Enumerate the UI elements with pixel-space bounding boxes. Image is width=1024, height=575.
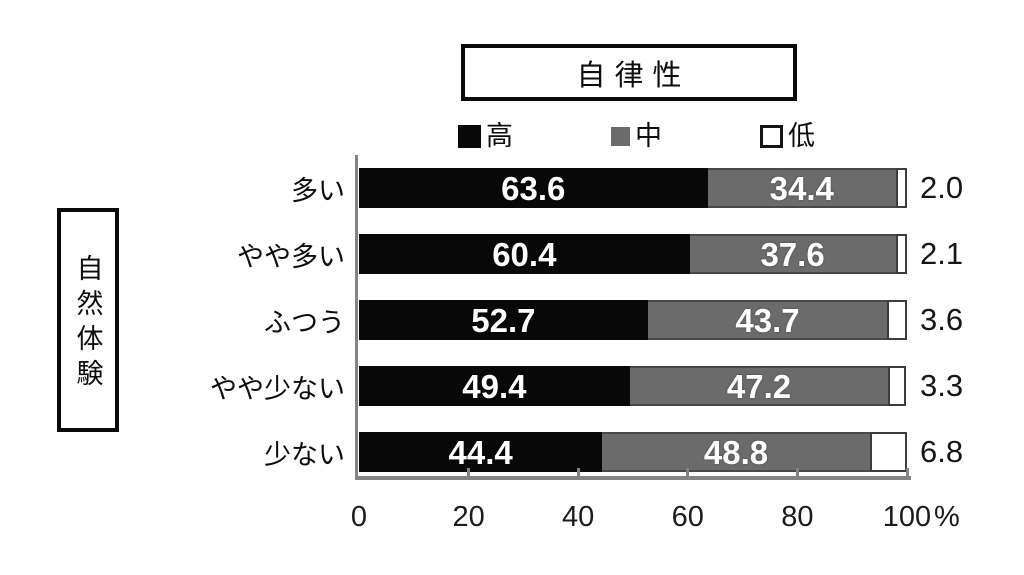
legend-label-low: 低 (788, 120, 815, 151)
x-tick (576, 468, 580, 476)
segment-value-label: 63.6 (501, 169, 566, 207)
legend-item-mid: 中 (611, 120, 662, 151)
x-tick (905, 468, 909, 476)
bar-row: 49.4 47.2 (359, 366, 907, 406)
row-group-box: 自然体験 (57, 208, 119, 432)
x-tick-label: 20 (452, 501, 485, 533)
segment-mid: 37.6 (689, 234, 896, 274)
segment-value-label: 60.4 (492, 235, 557, 273)
legend-label-high: 高 (486, 120, 513, 151)
segment-high: 60.4 (359, 234, 690, 274)
segment-low (887, 300, 907, 340)
legend-swatch-mid-icon (611, 126, 630, 146)
category-label: 多い (291, 175, 345, 206)
low-value-label: 3.6 (920, 302, 964, 337)
segment-mid: 48.8 (602, 432, 870, 472)
segment-value-label: 47.2 (726, 367, 792, 405)
x-tick (686, 468, 690, 476)
category-label: やや少ない (210, 373, 345, 404)
segment-high: 44.4 (359, 432, 603, 472)
x-axis-unit-label: % (934, 501, 960, 533)
x-tick-label: 100 (882, 501, 932, 533)
segment-mid: 47.2 (629, 366, 889, 406)
x-tick-label: 0 (350, 501, 368, 533)
category-label: 少ない (264, 439, 345, 470)
legend-swatch-high-icon (458, 124, 481, 148)
segment-mid: 43.7 (647, 300, 888, 340)
legend-item-low: 低 (760, 120, 815, 151)
segment-value-label: 52.7 (471, 301, 536, 339)
legend-label-mid: 中 (635, 120, 662, 151)
x-tick-label: 40 (562, 501, 595, 533)
x-tick (795, 468, 799, 476)
segment-low (869, 432, 907, 472)
segment-low (888, 366, 907, 406)
bar-row: 44.4 48.8 (359, 432, 907, 472)
low-value-label: 6.8 (920, 434, 964, 469)
category-label: ふつう (264, 307, 345, 338)
x-tick-label: 60 (671, 501, 704, 533)
low-value-label: 2.1 (920, 236, 964, 271)
segment-value-label: 44.4 (448, 433, 513, 471)
segment-high: 52.7 (359, 300, 648, 340)
chart-title: 自律性 (576, 59, 691, 92)
bar-row: 52.7 43.7 (359, 300, 907, 340)
bar-row: 60.4 37.6 (359, 234, 907, 274)
x-tick (467, 468, 471, 476)
segment-value-label: 37.6 (760, 235, 825, 273)
y-axis-line (355, 155, 358, 480)
low-value-label: 3.3 (920, 368, 964, 403)
legend-swatch-low-icon (760, 124, 783, 148)
chart-title-box: 自律性 (461, 44, 797, 101)
x-axis-line (355, 476, 911, 480)
bar-row: 63.6 34.4 (359, 168, 907, 208)
low-value-label: 2.0 (920, 170, 964, 205)
segment-high: 49.4 (359, 366, 630, 406)
category-label: やや多い (237, 241, 345, 272)
segment-mid: 34.4 (707, 168, 897, 208)
segment-low (896, 168, 907, 208)
segment-value-label: 49.4 (462, 367, 527, 405)
legend: 高中低 (458, 120, 815, 152)
segment-value-label: 34.4 (769, 169, 834, 207)
segment-value-label: 43.7 (735, 301, 800, 339)
legend-item-high: 高 (458, 120, 513, 151)
x-tick-label: 80 (781, 501, 814, 533)
segment-value-label: 48.8 (703, 433, 769, 471)
row-group-label: 自然体験 (72, 254, 103, 394)
segment-low (895, 234, 907, 274)
segment-high: 63.6 (359, 168, 708, 208)
